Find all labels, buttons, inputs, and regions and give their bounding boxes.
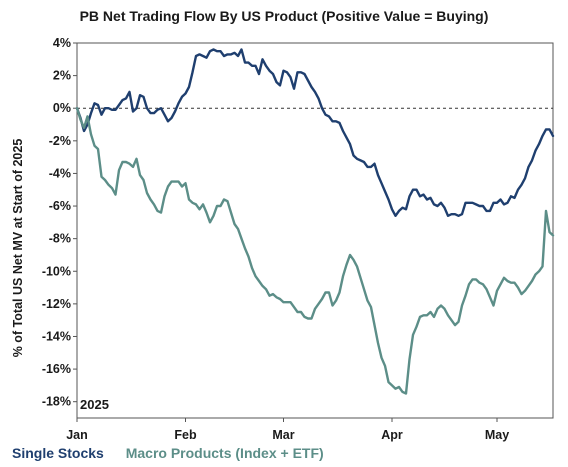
legend-item-macro-products: Macro Products (Index + ETF) xyxy=(125,445,324,461)
series-line-macro-products xyxy=(75,106,555,395)
chart-title: PB Net Trading Flow By US Product (Posit… xyxy=(79,8,489,24)
x-tick-label: Feb xyxy=(174,428,197,442)
y-tick-label: 0% xyxy=(53,101,71,115)
x-axis: Jan Feb Mar Apr May xyxy=(66,418,509,442)
y-tick-label: 2% xyxy=(53,69,71,83)
x-tick-label: Mar xyxy=(272,428,294,442)
y-tick-label: -12% xyxy=(42,297,71,311)
y-tick-label: -8% xyxy=(49,232,71,246)
y-tick-label: -4% xyxy=(49,166,71,180)
plot-frame xyxy=(76,42,554,419)
x-tick-label: Jan xyxy=(66,428,88,442)
y-tick-label: 4% xyxy=(53,36,71,50)
y-tick-label: -6% xyxy=(49,199,71,213)
year-annotation: 2025 xyxy=(80,397,109,412)
y-tick-label: -18% xyxy=(42,395,71,409)
y-tick-label: -10% xyxy=(42,264,71,278)
x-tick-label: Apr xyxy=(381,428,403,442)
y-tick-label: -16% xyxy=(42,362,71,376)
y-tick-label: -14% xyxy=(42,329,71,343)
y-tick-label: -2% xyxy=(49,134,71,148)
legend-item-single-stocks: Single Stocks xyxy=(12,445,104,461)
y-axis-label: % of Total US Net MV at Start of 2025 xyxy=(11,139,25,358)
series-layer xyxy=(75,48,555,395)
y-axis: 4% 2% 0% -2% -4% -6% -8% -10% -12% -14% -16% -18% xyxy=(42,36,77,409)
series-line-single-stocks xyxy=(75,48,555,218)
x-tick-label: May xyxy=(485,428,509,442)
legend: Single Stocks Macro Products (Index + ET… xyxy=(12,445,342,461)
plot-area xyxy=(76,42,554,419)
